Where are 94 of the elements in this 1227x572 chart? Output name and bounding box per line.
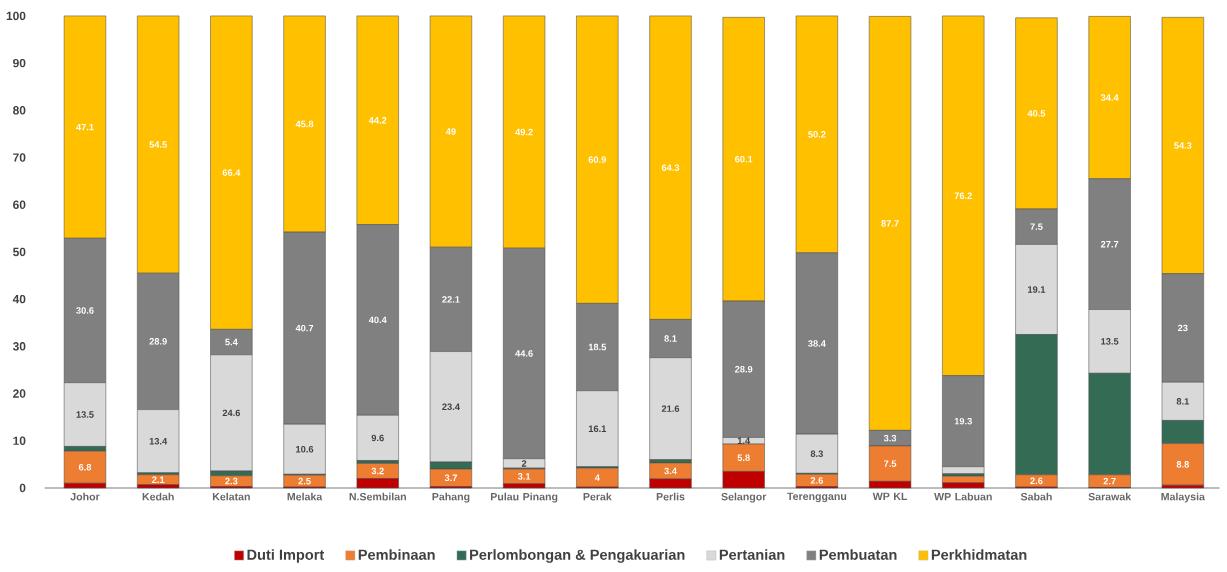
x-tick-label: Kedah <box>142 492 174 501</box>
data-label: 1.4 <box>737 437 751 444</box>
data-label: 9.6 <box>371 434 384 441</box>
data-label: 24.6 <box>222 409 241 416</box>
data-label: 2.1 <box>152 476 165 483</box>
data-label: 49.2 <box>515 128 533 136</box>
data-label: 22.1 <box>442 295 460 303</box>
data-label: 7.5 <box>884 460 897 467</box>
data-label: 34.4 <box>1100 94 1119 101</box>
data-label: 28.9 <box>149 337 167 345</box>
data-label: 2.6 <box>1030 477 1043 484</box>
data-label: 60.1 <box>735 155 753 163</box>
x-tick-label: Johor <box>70 492 100 501</box>
data-label: 44.2 <box>368 116 387 124</box>
data-label: 8.3 <box>810 450 823 457</box>
x-tick-label: Pahang <box>432 492 470 503</box>
legend-label: Pertanian <box>719 548 785 560</box>
legend-label: Pembinaan <box>358 548 435 560</box>
data-label: 8.1 <box>1176 397 1190 405</box>
y-tick-label: 0 <box>19 483 26 492</box>
data-label: 64.3 <box>661 164 680 171</box>
x-tick-label: Selangor <box>721 492 767 503</box>
data-label: 23.4 <box>442 403 460 410</box>
y-tick-label: 60 <box>13 200 26 209</box>
x-tick-label: Sarawak <box>1088 492 1132 501</box>
y-tick-label: 90 <box>13 58 26 68</box>
data-label: 54.3 <box>1174 141 1192 149</box>
data-label: 4 <box>594 474 600 481</box>
data-label: 40.7 <box>295 324 314 332</box>
data-label: 8.1 <box>664 335 677 342</box>
legend-label: Pembuatan <box>819 548 897 560</box>
data-label: 87.7 <box>881 219 899 227</box>
x-tick-label: Pulau Pinang <box>490 492 558 503</box>
data-label: 23 <box>1177 324 1188 332</box>
legend-label: Duti Import <box>247 548 325 563</box>
data-label: 30.6 <box>76 306 94 314</box>
data-label: 76.2 <box>954 192 972 199</box>
data-label: 3.2 <box>371 467 384 475</box>
data-label: 40.4 <box>368 316 387 323</box>
y-tick-label: 50 <box>13 247 26 256</box>
y-tick-label: 30 <box>12 341 26 351</box>
data-label: 5.8 <box>737 454 750 461</box>
data-label: 18.5 <box>588 343 607 351</box>
legend-label: Perkhidmatan <box>931 548 1027 560</box>
data-label: 5.4 <box>225 338 238 346</box>
data-label: 10.6 <box>296 445 314 453</box>
data-label: 45.8 <box>295 120 314 128</box>
x-tick-label: Sabah <box>1020 492 1052 501</box>
data-label: 2.7 <box>1103 477 1116 485</box>
y-tick-label: 10 <box>13 436 26 445</box>
data-label: 60.9 <box>588 156 606 163</box>
x-tick-label: Perlis <box>656 492 685 501</box>
data-label: 13.5 <box>76 411 94 418</box>
data-label: 3.4 <box>664 467 677 475</box>
y-tick-label: 100 <box>6 11 26 20</box>
data-label: 2.3 <box>225 477 238 485</box>
data-label: 28.9 <box>734 365 753 373</box>
x-tick-label: Perak <box>583 492 612 501</box>
data-label: 54.5 <box>149 141 167 148</box>
data-label: 2.6 <box>810 476 823 484</box>
data-label: 2.5 <box>298 477 311 485</box>
data-label: 3.7 <box>444 474 457 481</box>
y-tick-label: 40 <box>12 294 26 304</box>
data-label: 8.8 <box>1176 460 1189 468</box>
data-label: 3.1 <box>517 472 531 480</box>
data-label: 13.4 <box>149 437 168 445</box>
data-label: 16.1 <box>588 425 607 432</box>
data-label: 2 <box>521 459 527 467</box>
x-tick-label: WP Labuan <box>934 492 992 501</box>
data-label: 19.3 <box>954 417 972 425</box>
data-label: 50.2 <box>808 130 826 138</box>
data-label: 13.5 <box>1101 337 1119 345</box>
x-tick-label: N.Sembilan <box>349 492 406 501</box>
data-label: 66.4 <box>222 169 241 176</box>
x-tick-label: Kelatan <box>212 492 250 501</box>
x-tick-label: WP KL <box>872 492 908 500</box>
legend-label: Perlombongan & Pengakuarian <box>470 548 685 563</box>
data-label: 3.3 <box>883 434 897 442</box>
data-label: 49 <box>445 128 456 135</box>
data-label: 27.7 <box>1100 240 1119 248</box>
data-label: 44.6 <box>515 349 533 357</box>
y-tick-label: 70 <box>13 153 26 162</box>
data-label: 7.5 <box>1030 223 1043 230</box>
y-tick-label: 80 <box>13 105 26 115</box>
x-tick-label: Malaysia <box>1161 492 1205 503</box>
y-tick-label: 20 <box>13 389 26 398</box>
data-label: 19.1 <box>1028 285 1046 293</box>
x-tick-label: Terengganu <box>787 492 847 502</box>
data-label: 6.8 <box>78 463 92 471</box>
data-label: 47.1 <box>76 123 94 131</box>
x-tick-label: Melaka <box>287 492 323 501</box>
data-label: 40.5 <box>1027 109 1046 117</box>
data-label: 21.6 <box>661 405 680 412</box>
data-label: 38.4 <box>808 340 826 347</box>
